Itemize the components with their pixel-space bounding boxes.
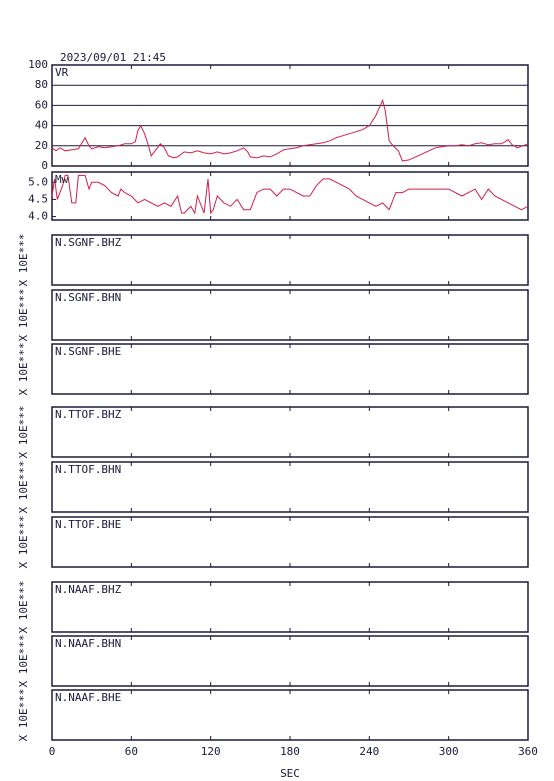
x-tick-label: 60 xyxy=(125,745,138,758)
x-axis-label: SEC xyxy=(280,767,300,780)
y-tick-label: 4.0 xyxy=(28,210,48,223)
x-tick-label: 120 xyxy=(201,745,221,758)
panel-frame xyxy=(51,689,529,741)
y-axis-label: X 10E*** xyxy=(17,516,30,569)
panel-frame xyxy=(51,171,529,221)
y-tick-label: 100 xyxy=(28,58,48,71)
panel-frame xyxy=(51,64,529,167)
panel-frame xyxy=(51,234,529,286)
y-tick-label: 20 xyxy=(35,139,48,152)
panel-label: N.TTOF.BHZ xyxy=(55,408,122,421)
x-tick-label: 300 xyxy=(439,745,459,758)
data-line xyxy=(51,98,529,162)
panel-label: VR xyxy=(55,66,69,79)
panel-frame xyxy=(51,635,529,687)
y-axis-label: X 10E*** xyxy=(17,635,30,688)
panel-label: N.NAAF.BHZ xyxy=(55,583,122,596)
x-tick-label: 0 xyxy=(49,745,56,758)
panel-frame xyxy=(51,461,529,513)
y-axis-label: X 10E*** xyxy=(17,689,30,742)
y-tick-label: 4.5 xyxy=(28,192,48,205)
y-tick-label: 80 xyxy=(35,78,48,91)
panel-label: N.SGNF.BHN xyxy=(55,291,121,304)
panel-label: N.TTOF.BHE xyxy=(55,518,121,531)
x-tick-label: 180 xyxy=(280,745,300,758)
y-tick-label: 60 xyxy=(35,98,48,111)
panel-label: N.NAAF.BHE xyxy=(55,691,121,704)
x-tick-label: 360 xyxy=(518,745,538,758)
panel-frame xyxy=(51,516,529,568)
panel-frame xyxy=(51,406,529,458)
x-tick-label: 240 xyxy=(359,745,379,758)
panel-label: Mw xyxy=(55,173,69,186)
y-tick-label: 5.0 xyxy=(28,175,48,188)
data-line xyxy=(51,174,529,215)
y-axis-label: X 10E*** xyxy=(17,581,30,634)
y-tick-label: 40 xyxy=(35,119,48,132)
y-axis-label: X 10E*** xyxy=(17,289,30,342)
y-axis-label: X 10E*** xyxy=(17,461,30,514)
panel-frame xyxy=(51,343,529,395)
y-axis-label: X 10E*** xyxy=(17,343,30,396)
y-tick-label: 0 xyxy=(41,159,48,172)
panel-frame xyxy=(51,289,529,341)
panel-label: N.SGNF.BHE xyxy=(55,345,121,358)
y-axis-label: X 10E*** xyxy=(17,406,30,459)
y-axis-label: X 10E*** xyxy=(17,234,30,287)
panel-label: N.TTOF.BHN xyxy=(55,463,121,476)
panel-label: N.NAAF.BHN xyxy=(55,637,121,650)
chart-title: 2023/09/01 21:45 xyxy=(60,51,166,64)
panel-frame xyxy=(51,581,529,633)
panel-label: N.SGNF.BHZ xyxy=(55,236,122,249)
